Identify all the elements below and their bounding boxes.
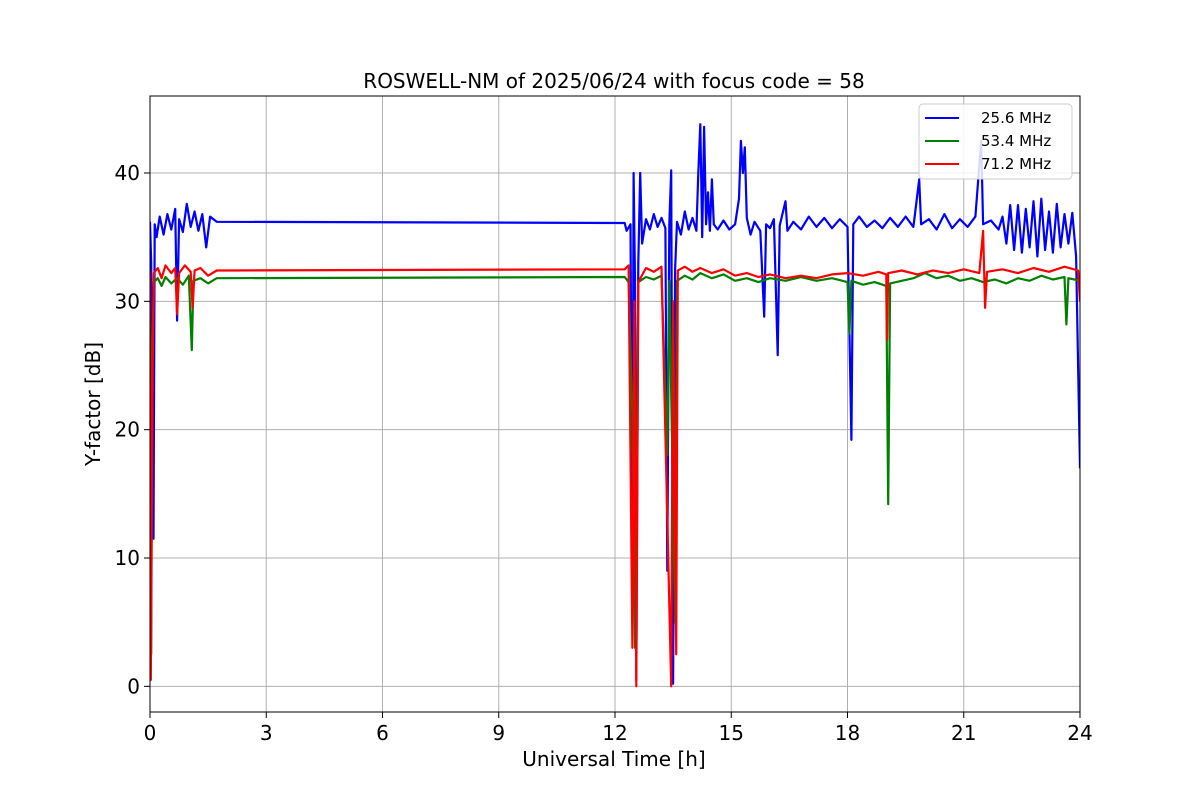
y-tick-label: 40 (115, 161, 140, 185)
series-line-0 (150, 123, 1080, 685)
x-tick-label: 12 (602, 721, 627, 745)
series-line-1 (150, 272, 1080, 656)
legend-label-0: 25.6 MHz (981, 109, 1051, 127)
x-tick-label: 9 (492, 721, 505, 745)
x-tick-label: 0 (144, 721, 157, 745)
legend: 25.6 MHz 53.4 MHz 71.2 MHz (918, 103, 1073, 180)
plot-area (150, 123, 1080, 688)
legend-label-1: 53.4 MHz (981, 132, 1051, 150)
chart-title: ROSWELL-NM of 2025/06/24 with focus code… (363, 69, 864, 93)
y-axis: 0 10 20 30 40 (115, 161, 150, 698)
series-line-2 (150, 229, 1080, 688)
y-tick-label: 10 (115, 546, 140, 570)
y-tick-label: 0 (127, 674, 140, 698)
x-tick-label: 6 (376, 721, 389, 745)
x-tick-label: 21 (951, 721, 976, 745)
x-tick-label: 15 (719, 721, 744, 745)
grid (149, 96, 1081, 712)
y-tick-label: 20 (115, 418, 140, 442)
x-tick-label: 24 (1067, 721, 1092, 745)
x-tick-label: 18 (835, 721, 860, 745)
y-tick-label: 30 (115, 289, 140, 313)
x-axis-label: Universal Time [h] (522, 747, 705, 771)
legend-box (918, 103, 1073, 180)
y-axis-label: Y-factor [dB] (81, 342, 105, 467)
x-tick-label: 3 (260, 721, 273, 745)
x-axis: 0 3 6 9 12 15 18 21 24 (144, 712, 1093, 745)
legend-label-2: 71.2 MHz (981, 155, 1051, 173)
